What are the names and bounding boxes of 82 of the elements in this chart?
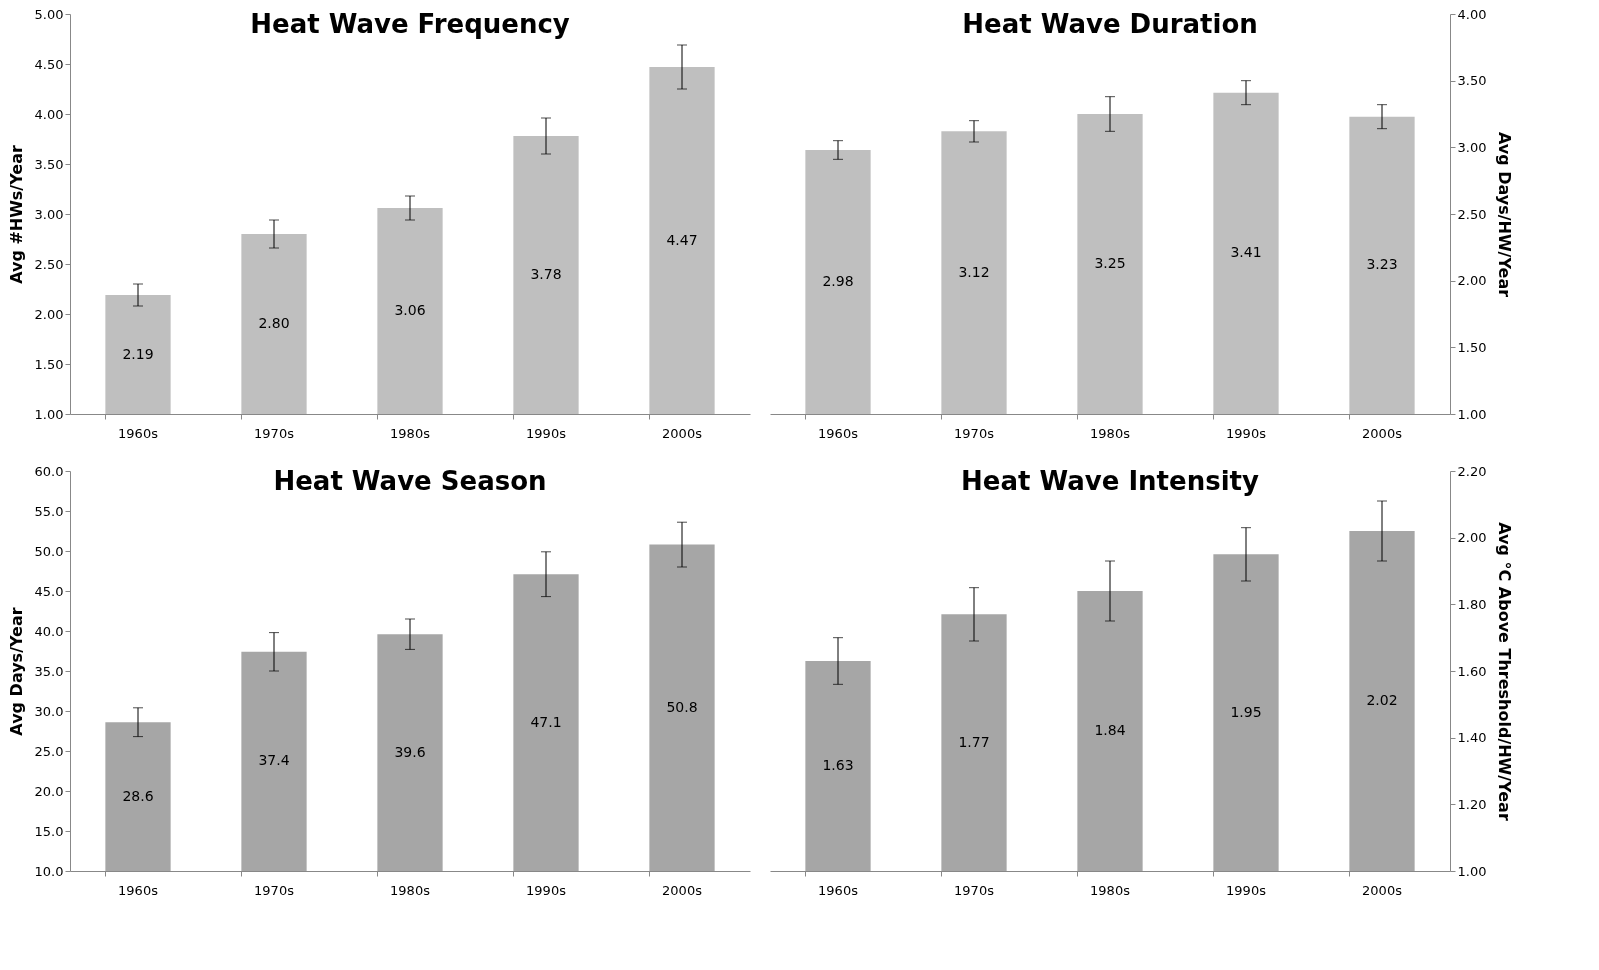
y2-tick-label: 2.50 (1457, 206, 1487, 222)
x-tick-label: 1970s (954, 425, 995, 441)
data-label: 3.25 (1094, 255, 1126, 271)
y2-tick-label: 1.40 (1457, 730, 1487, 746)
y-tick-label: 10.0 (34, 863, 64, 879)
chart-title: Heat Wave Frequency (250, 9, 570, 39)
x-tick-label: 1970s (254, 425, 295, 441)
data-label: 1.95 (1230, 703, 1262, 720)
y2-tick-label: 2.00 (1457, 530, 1487, 546)
y2-tick-label: 1.20 (1457, 796, 1487, 812)
x-tick-label: 1960s (118, 425, 159, 441)
y-tick-label: 2.00 (34, 306, 64, 322)
data-label: 39.6 (394, 743, 426, 760)
y-tick-label: 45.0 (34, 583, 64, 599)
x-tick-label: 1960s (118, 882, 159, 898)
y-tick-label: 30.0 (34, 703, 64, 719)
y-tick-label: 3.00 (34, 206, 64, 222)
x-tick-label: 1970s (954, 882, 995, 898)
x-tick-label: 1990s (1226, 882, 1267, 898)
x-tick-label: 1990s (526, 882, 567, 898)
y-tick-label: 15.0 (34, 823, 64, 839)
data-label: 28.6 (122, 787, 154, 804)
y-tick-label: 20.0 (34, 783, 64, 799)
data-label: 37.4 (258, 752, 290, 769)
data-label: 2.02 (1366, 692, 1398, 708)
data-label: 1.84 (1094, 722, 1126, 738)
data-label: 3.06 (394, 302, 426, 318)
y-tick-label: 5.00 (34, 6, 64, 22)
y2-tick-label: 1.80 (1457, 596, 1487, 612)
x-tick-label: 1960s (818, 882, 859, 898)
y-tick-label: 35.0 (34, 663, 64, 679)
y2-tick-label: 2.20 (1457, 463, 1487, 479)
y-tick-label: 40.0 (34, 623, 64, 639)
x-tick-label: 1990s (1226, 425, 1267, 441)
data-label: 1.63 (822, 757, 854, 773)
x-tick-label: 1980s (1090, 882, 1131, 898)
y-tick-label: 1.00 (34, 406, 64, 422)
y2-tick-label: 1.50 (1457, 339, 1487, 355)
y-axis-title: Avg Days/Year (6, 607, 26, 736)
data-label: 50.8 (666, 698, 698, 715)
data-label: 4.47 (666, 231, 698, 248)
chart-title: Heat Wave Season (273, 466, 547, 496)
y2-tick-label: 1.60 (1457, 663, 1487, 679)
y2-tick-label: 2.00 (1457, 273, 1487, 289)
y-tick-label: 60.0 (34, 463, 64, 479)
data-label: 3.78 (530, 266, 562, 282)
y-tick-label: 4.50 (34, 56, 64, 72)
y-tick-label: 1.50 (34, 356, 64, 372)
y2-tick-label: 3.00 (1457, 139, 1487, 155)
chart-title: Heat Wave Duration (962, 9, 1258, 39)
x-tick-label: 1970s (254, 882, 295, 898)
x-tick-label: 1960s (818, 425, 859, 441)
y2-axis-title: Avg Days/HW/Year (1495, 131, 1515, 298)
data-label: 2.80 (258, 315, 290, 331)
x-tick-label: 2000s (1362, 882, 1403, 898)
data-label: 47.1 (530, 713, 562, 730)
data-label: 2.98 (822, 273, 854, 289)
x-tick-label: 2000s (1362, 425, 1403, 441)
y-tick-label: 25.0 (34, 743, 64, 759)
x-tick-label: 2000s (662, 882, 703, 898)
y-tick-label: 55.0 (34, 503, 64, 519)
data-label: 3.12 (958, 263, 990, 280)
y-axis-title: Avg #HWs/Year (6, 145, 26, 284)
y-tick-label: 2.50 (34, 256, 64, 272)
x-tick-label: 1980s (390, 882, 431, 898)
y2-tick-label: 3.50 (1457, 73, 1487, 89)
data-label: 3.41 (1230, 244, 1262, 261)
data-label: 3.23 (1366, 256, 1398, 273)
y2-tick-label: 1.00 (1457, 406, 1487, 422)
y-tick-label: 50.0 (34, 543, 64, 559)
x-tick-label: 1980s (1090, 425, 1131, 441)
x-tick-label: 2000s (662, 425, 703, 441)
x-tick-label: 1980s (390, 425, 431, 441)
y2-axis-title: Avg °C Above Threshold/HW/Year (1495, 522, 1515, 821)
x-tick-label: 1990s (526, 425, 567, 441)
data-label: 2.19 (122, 345, 154, 362)
y2-tick-label: 1.00 (1457, 863, 1487, 879)
y2-tick-label: 4.00 (1457, 6, 1487, 22)
y-tick-label: 4.00 (34, 106, 64, 122)
chart-title: Heat Wave Intensity (961, 466, 1259, 496)
y-tick-label: 3.50 (34, 156, 64, 172)
data-label: 1.77 (958, 733, 990, 750)
